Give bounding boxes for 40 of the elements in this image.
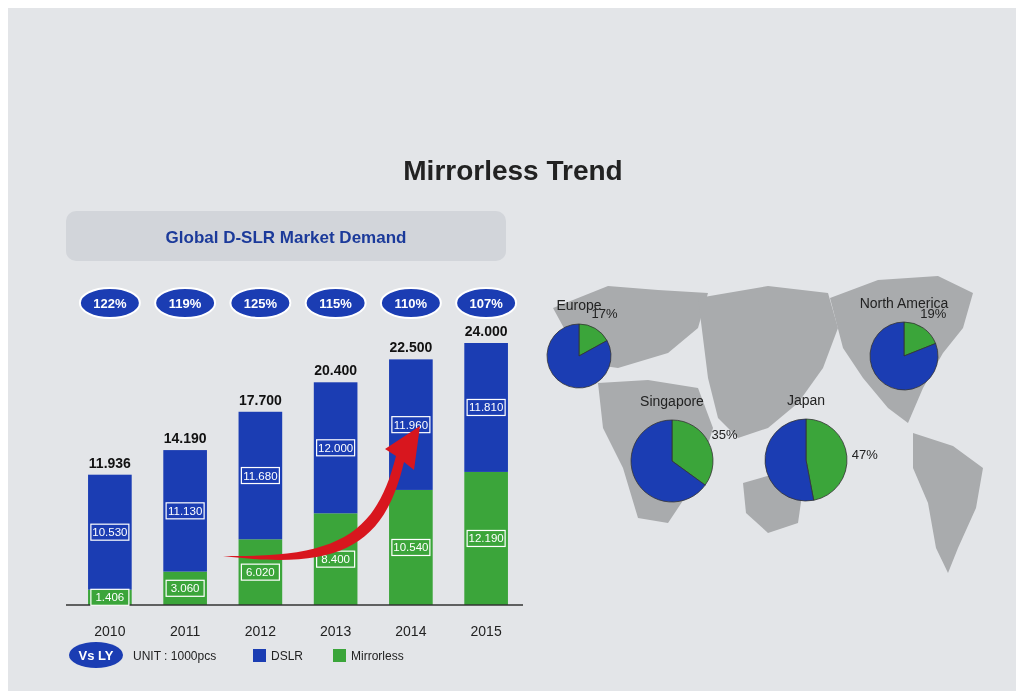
- text: 110%: [394, 296, 428, 311]
- data-label: 10.540: [393, 541, 429, 554]
- data-label: 8.400: [321, 553, 351, 566]
- total-label: 20.400: [314, 362, 358, 379]
- chart-title: Singapore: [640, 393, 705, 409]
- total-label: 22.500: [389, 339, 433, 356]
- text: 107%: [469, 296, 504, 311]
- x-tick-label: 2015: [470, 623, 502, 639]
- legend-label: Mirrorless: [351, 649, 404, 663]
- x-tick-label: 2014: [395, 623, 427, 639]
- data-label: 11.130: [167, 504, 203, 517]
- data-label: 11.810: [468, 401, 504, 414]
- data-label: 12.190: [468, 532, 504, 545]
- chart-subtitle: Global D-SLR Market Demand: [165, 228, 407, 247]
- text: 125%: [243, 296, 278, 311]
- x-tick-label: 2013: [320, 623, 352, 639]
- text: Vs LY: [78, 648, 114, 663]
- x-tick-label: 2010: [94, 623, 126, 639]
- data-label: 12.000: [318, 441, 354, 454]
- data-label: 1.406: [95, 591, 125, 604]
- data-label: 11.680: [243, 469, 278, 482]
- total-label: 17.700: [238, 391, 282, 408]
- total-label: 11.936: [88, 454, 132, 471]
- text: UNIT : 1000pcs: [133, 649, 217, 663]
- data-label: 35%: [711, 427, 739, 443]
- legend-label: DSLR: [271, 649, 304, 663]
- data-label: 6.020: [245, 566, 275, 579]
- data-label: 3.060: [170, 582, 200, 595]
- text: 115%: [319, 296, 353, 311]
- text: 119%: [168, 296, 202, 311]
- total-label: 14.190: [163, 430, 207, 447]
- x-tick-label: 2011: [170, 623, 201, 639]
- data-label: 11.960: [393, 418, 429, 431]
- text: 122%: [93, 296, 127, 311]
- data-label: 10.530: [92, 526, 128, 539]
- chart-title: Japan: [786, 392, 826, 408]
- x-tick-label: 2012: [244, 623, 277, 639]
- data-label: 47%: [851, 447, 879, 463]
- total-label: 24.000: [464, 323, 508, 339]
- chart-title: Mirrorless Trend: [403, 155, 623, 186]
